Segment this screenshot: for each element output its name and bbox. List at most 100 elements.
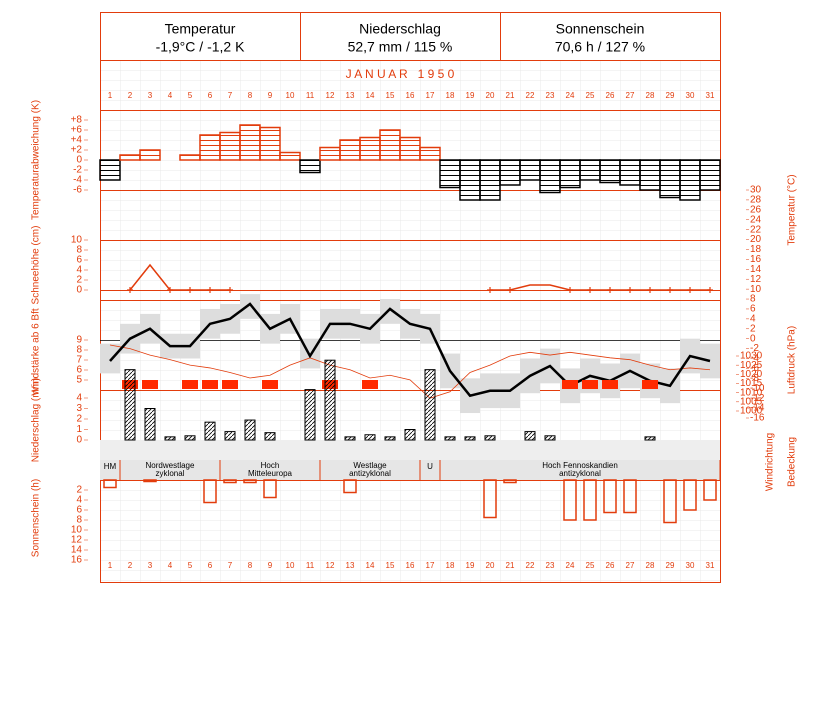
storm-day <box>142 380 158 389</box>
tick-label: -14 <box>750 403 765 414</box>
sunshine-bar <box>243 479 257 484</box>
axis-label: Windstärke ab 6 Bft <box>31 308 42 395</box>
tick-label: 1005 <box>740 396 763 407</box>
day-label: 10 <box>286 91 295 100</box>
tick-label: 24 <box>750 214 762 225</box>
snow-trace <box>627 287 633 293</box>
tick-label: 4 <box>76 393 82 404</box>
precipitation-bar <box>264 432 276 441</box>
storm-day <box>222 380 238 389</box>
temperature-range <box>240 294 260 319</box>
precipitation-bar <box>204 421 216 441</box>
deviation-bar <box>499 159 521 186</box>
weather-type-label: Mitteleuropa <box>248 469 293 478</box>
sunshine-bar <box>583 479 597 521</box>
tick-label: +6 <box>71 125 83 136</box>
weather-type-label: antizyklonal <box>349 469 391 478</box>
sunshine-bar <box>223 479 237 484</box>
tick-label: 5 <box>76 375 82 386</box>
day-label: 25 <box>586 561 595 570</box>
precipitation-bar <box>244 419 256 441</box>
precipitation-bar <box>304 389 316 441</box>
day-label: 19 <box>466 561 475 570</box>
day-label: 21 <box>506 561 515 570</box>
day-label: 28 <box>646 91 655 100</box>
deviation-bar <box>199 134 221 161</box>
tick-label: 7 <box>76 355 82 366</box>
day-label: 6 <box>208 561 213 570</box>
day-label: 18 <box>446 561 455 570</box>
chart-title: J A N U A R 1 9 5 0 <box>346 67 455 81</box>
sunshine-bar <box>263 479 277 499</box>
tick-label: 0 <box>76 155 82 166</box>
day-label: 3 <box>148 91 153 100</box>
day-label: 23 <box>546 561 555 570</box>
tick-label: 2 <box>76 485 82 496</box>
day-label: 13 <box>346 561 355 570</box>
day-label: 30 <box>686 91 695 100</box>
precipitation-bar <box>144 408 156 441</box>
weather-type-label: Westlage <box>353 461 387 470</box>
tick-label: 3 <box>76 403 82 414</box>
day-label: 16 <box>406 91 415 100</box>
day-label: 26 <box>606 91 615 100</box>
day-label: 8 <box>248 91 253 100</box>
pressure-line <box>109 344 711 399</box>
deviation-bar <box>439 159 461 189</box>
storm-day <box>182 380 198 389</box>
day-label: 11 <box>306 91 315 100</box>
tick-label: -4 <box>73 175 82 186</box>
deviation-bar <box>259 126 281 161</box>
day-label: 28 <box>646 561 655 570</box>
temperature-range <box>380 299 400 324</box>
weather-type-label: HM <box>104 462 117 471</box>
deviation-bar <box>99 159 121 181</box>
day-label: 27 <box>626 91 635 100</box>
sunshine-bar <box>143 479 157 483</box>
day-label: 25 <box>586 91 595 100</box>
day-label: 29 <box>666 91 675 100</box>
header-name: Sonnenschein <box>556 21 645 37</box>
header-value: -1,9°C / -1,2 K <box>156 39 246 55</box>
snow-trace <box>707 287 713 293</box>
day-label: 12 <box>326 91 335 100</box>
tick-label: 1020 <box>740 369 763 380</box>
day-label: 15 <box>386 91 395 100</box>
storm-day <box>262 380 278 389</box>
precipitation-bar <box>324 359 336 441</box>
day-label: 9 <box>268 91 273 100</box>
deviation-bar <box>139 149 161 161</box>
day-label: 24 <box>566 561 575 570</box>
tick-label: 30 <box>750 185 762 196</box>
tick-label: -6 <box>750 363 759 374</box>
deviation-bar <box>479 159 501 201</box>
precipitation-bar <box>184 435 196 441</box>
deviation-bar <box>539 159 561 194</box>
tick-label: 8 <box>76 515 82 526</box>
snow-trace <box>127 287 133 293</box>
tick-label: 8 <box>750 294 756 305</box>
snow-trace <box>207 287 213 293</box>
deviation-bar <box>319 146 341 161</box>
weather-row <box>100 460 720 480</box>
tick-label: -2 <box>750 343 759 354</box>
tick-label: 14 <box>750 264 762 275</box>
axis-label: Temperatur (°C) <box>787 174 798 245</box>
tick-label: 12 <box>71 535 83 546</box>
snow-trace <box>167 287 173 293</box>
precipitation-bar <box>464 436 476 441</box>
day-label: 26 <box>606 561 615 570</box>
day-label: 23 <box>546 91 555 100</box>
snow-trace <box>227 287 233 293</box>
sunshine-bar <box>203 479 217 504</box>
deviation-bar <box>379 129 401 161</box>
day-label: 7 <box>228 561 233 570</box>
day-label: 11 <box>306 561 315 570</box>
snow-trace <box>187 287 193 293</box>
deviation-bar <box>299 159 321 174</box>
tick-label: 9 <box>76 335 82 346</box>
deviation-bar <box>559 159 581 189</box>
tick-label: 1010 <box>740 387 763 398</box>
day-label: 17 <box>426 91 435 100</box>
